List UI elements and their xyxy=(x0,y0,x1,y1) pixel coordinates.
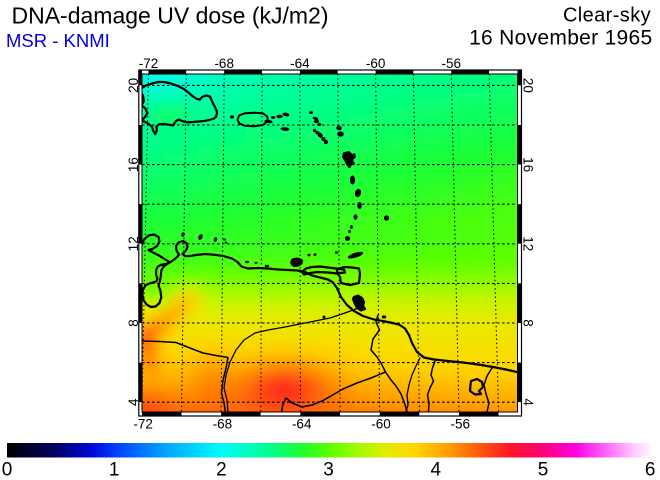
svg-text:16 November 1965: 16 November 1965 xyxy=(469,27,652,50)
svg-text:12: 12 xyxy=(126,236,141,251)
svg-text:DNA-damage UV dose (kJ/m2): DNA-damage UV dose (kJ/m2) xyxy=(12,3,329,29)
svg-text:16: 16 xyxy=(521,157,536,172)
svg-text:-68: -68 xyxy=(213,417,233,432)
svg-text:-72: -72 xyxy=(133,417,153,432)
svg-text:0: 0 xyxy=(2,460,13,480)
svg-text:4: 4 xyxy=(431,460,442,480)
svg-text:-56: -56 xyxy=(451,417,471,432)
svg-text:4: 4 xyxy=(126,398,141,406)
svg-text:1: 1 xyxy=(109,460,120,480)
svg-text:-68: -68 xyxy=(214,56,234,71)
svg-text:-56: -56 xyxy=(442,56,462,71)
svg-text:-64: -64 xyxy=(292,417,312,432)
svg-text:20: 20 xyxy=(521,78,536,93)
svg-text:4: 4 xyxy=(521,398,536,406)
svg-text:6: 6 xyxy=(645,460,656,480)
svg-text:-60: -60 xyxy=(366,56,386,71)
svg-text:8: 8 xyxy=(521,319,536,327)
svg-text:20: 20 xyxy=(126,78,141,93)
svg-text:12: 12 xyxy=(521,236,536,251)
svg-text:5: 5 xyxy=(538,460,549,480)
svg-text:-64: -64 xyxy=(290,56,310,71)
svg-text:8: 8 xyxy=(126,319,141,327)
svg-text:16: 16 xyxy=(126,157,141,172)
svg-text:Clear-sky: Clear-sky xyxy=(563,5,651,27)
svg-text:2: 2 xyxy=(216,460,227,480)
svg-text:MSR - KNMI: MSR - KNMI xyxy=(6,30,110,51)
svg-text:3: 3 xyxy=(323,460,334,480)
svg-text:-60: -60 xyxy=(371,417,391,432)
svg-text:-72: -72 xyxy=(139,56,159,71)
